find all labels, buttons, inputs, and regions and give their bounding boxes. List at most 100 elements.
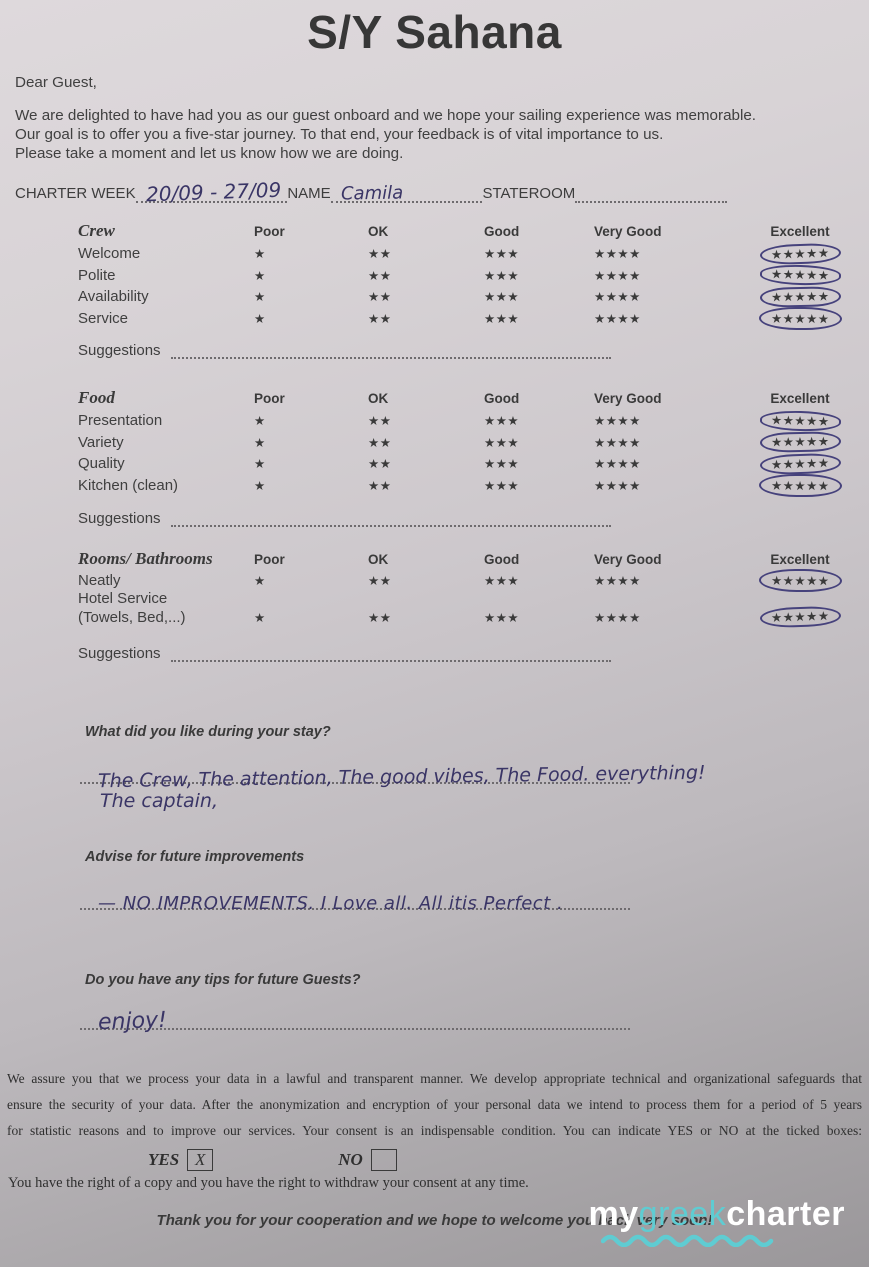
column-header-good: Good <box>484 551 520 567</box>
stars-excellent: ★★★★★ <box>740 285 860 308</box>
stars-good: ★★★ <box>484 573 520 588</box>
mygreekcharter-logo: mygreekcharter <box>589 1197 845 1247</box>
row-label: Neatly <box>78 571 121 589</box>
crew-rating-table: Crew Poor OK Good Very Good Excellent We… <box>78 220 869 331</box>
salutation: Dear Guest, <box>15 73 97 91</box>
food-rating-table: Food Poor OK Good Very Good Excellent Pr… <box>78 387 869 498</box>
food-section-title: Food <box>78 388 115 408</box>
stars-good: ★★★ <box>484 290 520 305</box>
stateroom-label: STATEROOM <box>482 184 576 202</box>
name-label: NAME <box>287 184 331 202</box>
food-header-row: Food Poor OK Good Very Good Excellent <box>78 387 869 410</box>
stars-good: ★★★ <box>484 457 520 472</box>
no-checkbox <box>370 1149 397 1172</box>
stars-excellent: ★★★★★ <box>740 568 860 593</box>
stars-good: ★★★ <box>484 247 520 262</box>
stateroom-field <box>575 177 727 203</box>
stars-excellent: ★★★★★ <box>740 264 860 287</box>
answer-line: enjoy! <box>80 994 630 1036</box>
column-header-good: Good <box>484 390 520 406</box>
stars-ok: ★★ <box>368 573 392 588</box>
intro-line-2: Our goal is to offer you a five-star jou… <box>15 125 664 143</box>
question-tips-label: Do you have any tips for future Guests? <box>85 972 361 989</box>
yes-checkbox: X <box>187 1149 214 1172</box>
stars-ok: ★★ <box>368 290 392 305</box>
row-label: Welcome <box>78 245 141 263</box>
answer-improvements: — NO IMPROVEMENTS. I Love all. All itis … <box>98 893 564 915</box>
pen-circle: ★★★★★ <box>758 306 842 331</box>
column-header-ok: OK <box>368 390 389 406</box>
row-label: Availability <box>78 288 149 306</box>
intro-block: Dear Guest, We are delighted to have had… <box>15 73 854 163</box>
stars-verygood: ★★★★ <box>594 435 641 450</box>
consent-choices-row: YES X NO <box>148 1149 869 1172</box>
stars-good: ★★★ <box>484 610 520 625</box>
column-header-verygood: Very Good <box>594 551 662 567</box>
stars-poor: ★ <box>254 610 266 625</box>
table-row: Kitchen (clean) ★ ★★ ★★★ ★★★★ ★★★★★ <box>78 473 869 498</box>
column-header-ok: OK <box>368 551 389 567</box>
rooms-section-title: Rooms/ Bathrooms <box>78 549 213 569</box>
charter-week-value: 20/09 - 27/09 <box>145 177 282 207</box>
table-row: Variety ★ ★★ ★★★ ★★★★ ★★★★★ <box>78 431 869 453</box>
logo-greek: greek <box>638 1195 727 1233</box>
name-value: Camila <box>340 182 404 205</box>
answer-line: — NO IMPROVEMENTS. I Love all. All itis … <box>80 874 630 914</box>
column-header-excellent: Excellent <box>770 223 830 239</box>
stars-poor: ★ <box>254 414 266 429</box>
stars-verygood: ★★★★ <box>594 311 641 326</box>
pen-circle: ★★★★★ <box>758 473 842 498</box>
stars-ok: ★★ <box>368 311 392 326</box>
stars-good: ★★★ <box>484 268 520 283</box>
stars-verygood: ★★★★ <box>594 247 641 262</box>
yes-label: YES <box>148 1150 180 1170</box>
rooms-header-row: Rooms/ Bathrooms Poor OK Good Very Good … <box>78 548 869 571</box>
stars-good: ★★★ <box>484 478 520 493</box>
table-row: Service ★ ★★ ★★★ ★★★★ ★★★★★ <box>78 306 869 331</box>
stars-good: ★★★ <box>484 311 520 326</box>
column-header-poor: Poor <box>254 390 285 406</box>
table-row: (Towels, Bed,...) ★ ★★ ★★★ ★★★★ ★★★★★ <box>78 605 869 629</box>
rooms-suggestions: Suggestions <box>78 645 869 663</box>
rooms-rating-table: Rooms/ Bathrooms Poor OK Good Very Good … <box>78 548 869 629</box>
stars-verygood: ★★★★ <box>594 290 641 305</box>
stars-good: ★★★ <box>484 435 520 450</box>
crew-header-row: Crew Poor OK Good Very Good Excellent <box>78 220 869 243</box>
column-header-poor: Poor <box>254 223 285 239</box>
stars-verygood: ★★★★ <box>594 414 641 429</box>
food-suggestions: Suggestions <box>78 510 869 527</box>
stars-excellent: ★★★★★ <box>740 306 860 331</box>
pen-circle: ★★★★★ <box>759 264 841 287</box>
pen-circle: ★★★★★ <box>759 242 841 266</box>
pen-circle: ★★★★★ <box>758 568 842 593</box>
charter-week-label: CHARTER WEEK <box>15 184 136 202</box>
stars-poor: ★ <box>254 573 266 588</box>
consent-line-2: ensure the security of your data. After … <box>7 1097 862 1113</box>
row-label: Kitchen (clean) <box>78 476 179 494</box>
stars-excellent: ★★★★★ <box>740 452 860 476</box>
stars-poor: ★ <box>254 311 266 326</box>
row-label: Quality <box>78 455 125 473</box>
answer-like-line1: The Crew, The attention, The good vibes,… <box>97 762 706 793</box>
stars-poor: ★ <box>254 290 266 305</box>
intro-line-1: We are delighted to have had you as our … <box>15 106 756 124</box>
charter-week-field: 20/09 - 27/09 <box>135 177 288 206</box>
stars-ok: ★★ <box>368 247 392 262</box>
rights-note: You have the right of a copy and you hav… <box>8 1175 529 1192</box>
stars-excellent: ★★★★★ <box>740 242 860 266</box>
pen-circle: ★★★★★ <box>759 605 841 629</box>
stars-ok: ★★ <box>368 610 392 625</box>
table-row: Neatly ★ ★★ ★★★ ★★★★ ★★★★★ <box>78 568 869 593</box>
answer-like-line2: The captain, <box>100 790 218 813</box>
table-row: Quality ★ ★★ ★★★ ★★★★ ★★★★★ <box>78 452 869 476</box>
stars-ok: ★★ <box>368 435 392 450</box>
row-label: (Towels, Bed,...) <box>78 608 186 626</box>
logo-my: my <box>588 1195 639 1233</box>
column-header-ok: OK <box>368 223 389 239</box>
pen-circle: ★★★★★ <box>759 431 841 453</box>
logo-charter: charter <box>726 1195 845 1233</box>
row-label: Hotel Service <box>78 590 168 608</box>
column-header-excellent: Excellent <box>770 390 830 406</box>
column-header-verygood: Very Good <box>594 223 662 239</box>
